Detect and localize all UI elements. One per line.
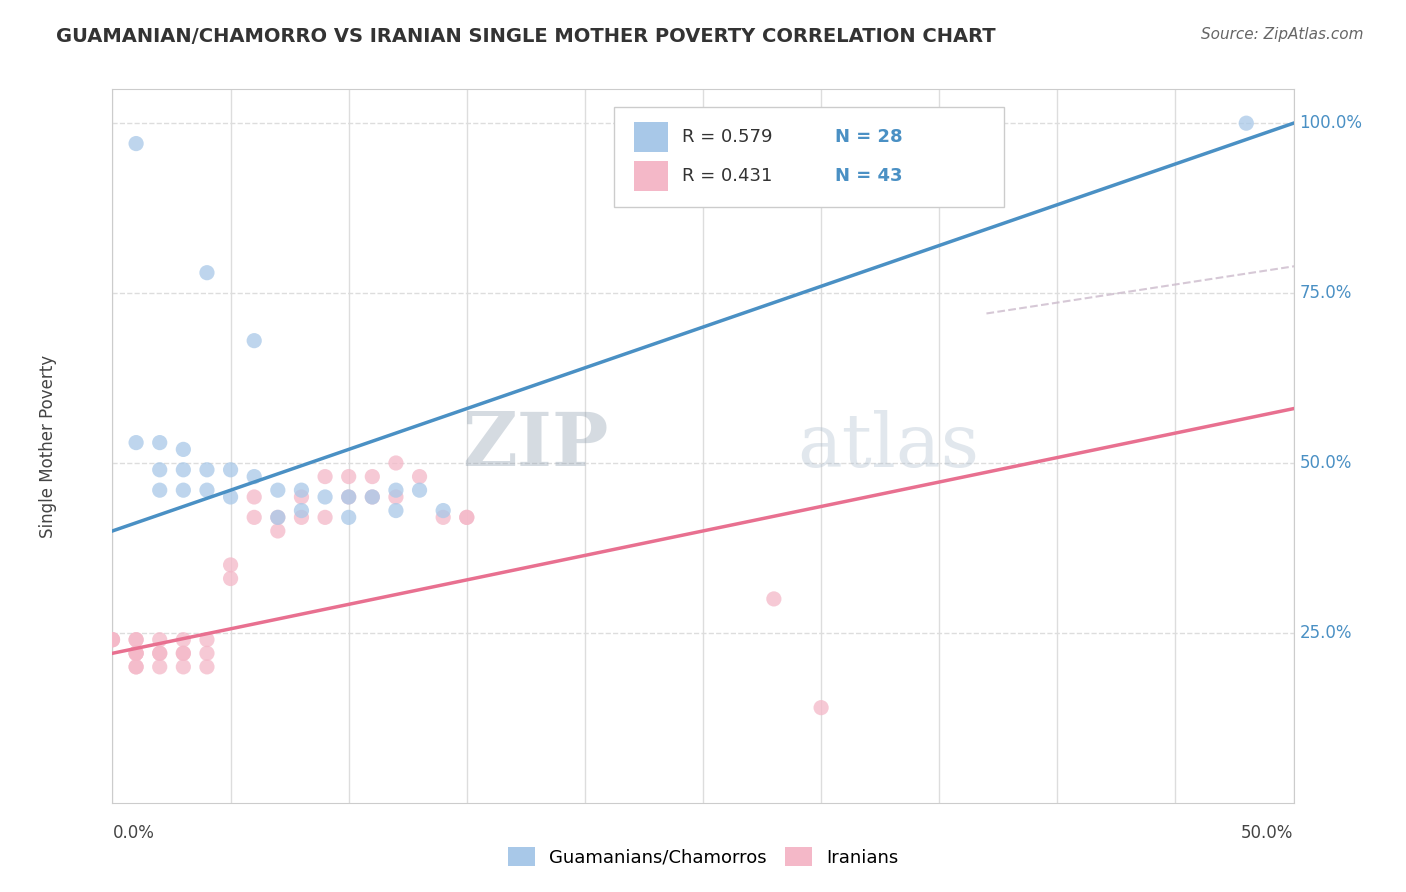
Text: 50.0%: 50.0%: [1299, 454, 1351, 472]
Point: [149, 646, 172, 660]
Text: 25.0%: 25.0%: [1299, 624, 1353, 642]
Point: [337, 469, 360, 483]
Point: [432, 510, 454, 524]
Point: [125, 435, 148, 450]
Point: [149, 632, 172, 647]
Point: [290, 503, 312, 517]
Text: N = 43: N = 43: [835, 168, 903, 186]
Bar: [634, 122, 668, 152]
Point: [1234, 116, 1257, 130]
Point: [456, 510, 478, 524]
Point: [337, 490, 360, 504]
Point: [195, 660, 218, 674]
Point: [172, 632, 194, 647]
Point: [125, 646, 148, 660]
Point: [219, 558, 242, 572]
Point: [149, 483, 172, 498]
Point: [125, 646, 148, 660]
Bar: [634, 161, 668, 191]
Point: [762, 591, 785, 606]
Point: [290, 490, 312, 504]
Legend: Guamanians/Chamorros, Iranians: Guamanians/Chamorros, Iranians: [501, 840, 905, 874]
Text: atlas: atlas: [797, 409, 980, 483]
Text: 75.0%: 75.0%: [1299, 284, 1351, 302]
Text: N = 28: N = 28: [835, 128, 903, 146]
Point: [195, 266, 218, 280]
Point: [314, 510, 336, 524]
Point: [149, 646, 172, 660]
Text: Single Mother Poverty: Single Mother Poverty: [38, 354, 56, 538]
Point: [243, 334, 266, 348]
Point: [267, 524, 290, 538]
Point: [267, 510, 290, 524]
Point: [125, 136, 148, 151]
Point: [243, 510, 266, 524]
Point: [101, 632, 124, 647]
Point: [385, 456, 408, 470]
Point: [172, 442, 194, 457]
Point: [243, 490, 266, 504]
Point: [172, 483, 194, 498]
Point: [195, 483, 218, 498]
Point: [195, 646, 218, 660]
Point: [432, 503, 454, 517]
Text: R = 0.579: R = 0.579: [682, 128, 772, 146]
Text: 100.0%: 100.0%: [1299, 114, 1362, 132]
Point: [172, 660, 194, 674]
Point: [267, 510, 290, 524]
Point: [408, 483, 430, 498]
Point: [314, 490, 336, 504]
Point: [101, 632, 124, 647]
Point: [456, 510, 478, 524]
Point: [385, 483, 408, 498]
Point: [125, 646, 148, 660]
Point: [125, 632, 148, 647]
Point: [149, 435, 172, 450]
Point: [314, 469, 336, 483]
Text: ZIP: ZIP: [463, 409, 609, 483]
Point: [408, 469, 430, 483]
Point: [219, 490, 242, 504]
Point: [290, 483, 312, 498]
Text: 50.0%: 50.0%: [1241, 824, 1294, 842]
Point: [361, 469, 384, 483]
Point: [385, 490, 408, 504]
Point: [195, 463, 218, 477]
Point: [149, 660, 172, 674]
Point: [172, 646, 194, 660]
Text: 0.0%: 0.0%: [112, 824, 155, 842]
Point: [361, 490, 384, 504]
Point: [219, 572, 242, 586]
Point: [101, 632, 124, 647]
Text: R = 0.431: R = 0.431: [682, 168, 772, 186]
Point: [385, 503, 408, 517]
Point: [149, 463, 172, 477]
Point: [219, 463, 242, 477]
Point: [243, 469, 266, 483]
Point: [125, 660, 148, 674]
Text: Source: ZipAtlas.com: Source: ZipAtlas.com: [1201, 27, 1364, 42]
Point: [125, 660, 148, 674]
Point: [267, 483, 290, 498]
Point: [337, 510, 360, 524]
Point: [810, 700, 832, 714]
Point: [172, 463, 194, 477]
Point: [172, 646, 194, 660]
Point: [337, 490, 360, 504]
Point: [125, 632, 148, 647]
Text: GUAMANIAN/CHAMORRO VS IRANIAN SINGLE MOTHER POVERTY CORRELATION CHART: GUAMANIAN/CHAMORRO VS IRANIAN SINGLE MOT…: [56, 27, 995, 45]
FancyBboxPatch shape: [614, 107, 1004, 207]
Point: [361, 490, 384, 504]
Point: [195, 632, 218, 647]
Point: [290, 510, 312, 524]
